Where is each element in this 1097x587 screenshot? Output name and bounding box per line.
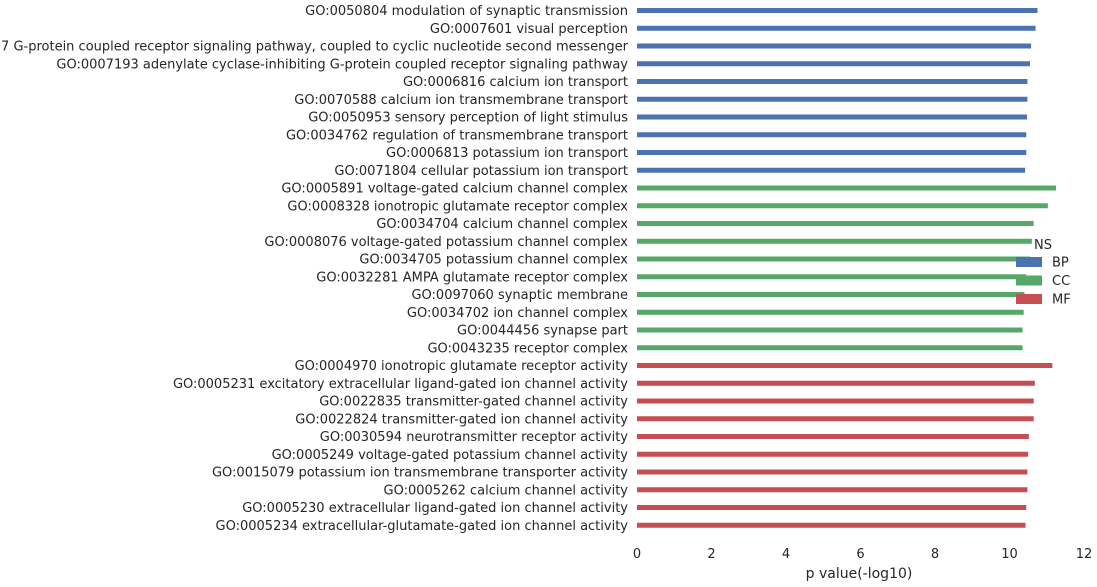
category-label: GO:0034762 regulation of transmembrane t… (286, 128, 628, 143)
category-label: GO:0005262 calcium channel activity (384, 483, 629, 498)
category-label: GO:0071804 cellular potassium ion transp… (334, 164, 628, 179)
category-label: GO:0005231 excitatory extracellular liga… (173, 377, 628, 392)
category-label: GO:0030594 neurotransmitter receptor act… (320, 430, 629, 445)
bars-layer (637, 8, 1057, 528)
x-tick-label: 4 (782, 547, 790, 562)
bar-mf (637, 505, 1027, 510)
x-tick-label: 2 (707, 547, 715, 562)
bar-mf (637, 363, 1053, 368)
x-tick-label: 10 (1001, 547, 1018, 562)
category-label: GO:0050804 modulation of synaptic transm… (305, 4, 628, 19)
bar-cc (637, 221, 1034, 226)
bar-mf (637, 469, 1028, 475)
bar-cc (637, 292, 1025, 297)
category-label: GO:0050953 sensory perception of light s… (308, 111, 628, 126)
bar-cc (637, 185, 1057, 191)
x-tick-label: 6 (856, 547, 864, 562)
x-tick-label: 0 (633, 547, 641, 562)
bar-mf (637, 416, 1034, 422)
category-label: GO:0008076 voltage-gated potassium chann… (264, 235, 628, 250)
bar-cc (637, 238, 1032, 244)
category-label: GO:0007187 G-protein coupled receptor si… (0, 40, 629, 55)
legend-label-mf: MF (1052, 293, 1071, 308)
legend-swatch-mf (1016, 294, 1042, 304)
legend-label-cc: CC (1052, 274, 1070, 289)
x-axis: 0 2 4 6 8 10 12 (633, 547, 1092, 562)
category-label: GO:0015079 potassium ion transmembrane t… (212, 466, 628, 481)
legend-title: NS (1034, 238, 1052, 253)
bar-bp (637, 96, 1028, 102)
category-label: GO:0005891 voltage-gated calcium channel… (281, 182, 628, 197)
category-label: GO:0006816 calcium ion transport (403, 75, 628, 90)
category-label: GO:0007601 visual perception (430, 22, 628, 37)
legend-swatch-bp (1016, 257, 1042, 267)
category-labels: GO:0050804 modulation of synaptic transm… (0, 4, 629, 534)
bar-mf (637, 380, 1035, 386)
bar-bp (637, 150, 1027, 155)
legend-label-bp: BP (1052, 256, 1069, 271)
bar-bp (637, 8, 1038, 13)
category-label: GO:0097060 synaptic membrane (411, 288, 628, 303)
bar-bp (637, 25, 1036, 31)
category-label: GO:0004970 ionotropic glutamate receptor… (295, 359, 629, 374)
legend-swatch-cc (1016, 275, 1042, 286)
category-label: GO:0034705 potassium channel complex (359, 253, 628, 268)
category-label: GO:0022824 transmitter-gated ion channel… (295, 412, 628, 427)
category-label: GO:0006813 potassium ion transport (386, 146, 628, 161)
bar-cc (637, 309, 1024, 315)
bar-bp (637, 114, 1028, 120)
legend: NS BP CC MF (1016, 238, 1071, 308)
bar-cc (637, 256, 1030, 262)
category-label: GO:0044456 synapse part (457, 324, 628, 339)
bar-bp (637, 132, 1027, 138)
category-label: GO:0005230 extracellular ligand-gated io… (242, 501, 628, 516)
bar-mf (637, 398, 1034, 404)
bar-mf (637, 451, 1029, 457)
bar-cc (637, 327, 1023, 333)
category-label: GO:0070588 calcium ion transmembrane tra… (294, 93, 628, 108)
bar-cc (637, 274, 1027, 280)
bar-mf (637, 522, 1026, 528)
category-label: GO:0005234 extracellular-glutamate-gated… (216, 519, 629, 534)
bar-bp (637, 167, 1026, 173)
x-axis-title: p value(-log10) (806, 566, 913, 582)
category-label: GO:0022835 transmitter-gated channel act… (319, 395, 628, 410)
category-label: GO:0008328 ionotropic glutamate receptor… (287, 199, 628, 214)
category-label: GO:0032281 AMPA glutamate receptor compl… (316, 270, 628, 285)
bar-cc (637, 345, 1023, 351)
bar-mf (637, 487, 1028, 493)
bar-bp (637, 79, 1028, 84)
category-label: GO:0043235 receptor complex (427, 341, 628, 356)
category-label: GO:0034702 ion channel complex (407, 306, 628, 321)
category-label: GO:0007193 adenylate cyclase-inhibiting … (56, 57, 628, 72)
x-tick-label: 12 (1076, 547, 1093, 562)
bar-bp (637, 61, 1030, 67)
x-tick-label: 8 (931, 547, 939, 562)
category-label: GO:0005249 voltage-gated potassium chann… (272, 448, 629, 463)
bar-bp (637, 43, 1032, 49)
bar-cc (637, 203, 1048, 209)
category-label: GO:0034704 calcium channel complex (376, 217, 628, 232)
bar-mf (637, 434, 1029, 439)
